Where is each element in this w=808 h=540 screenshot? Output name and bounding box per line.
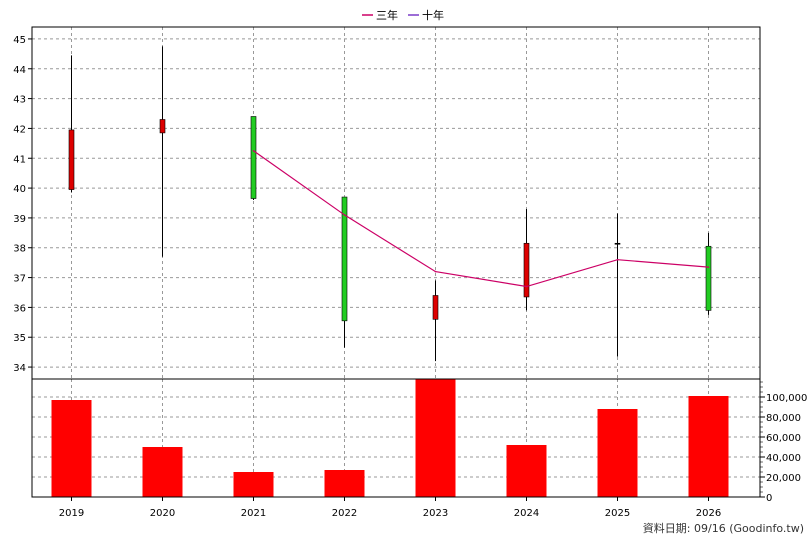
price-y-tick-label: 44 — [13, 65, 26, 76]
candle-body-2026 — [705, 245, 712, 311]
volume-y-tick-label: 80,000 — [766, 413, 801, 424]
price-grid — [32, 27, 760, 379]
volume-bar-2024 — [506, 445, 547, 497]
volume-bar-2020 — [142, 447, 183, 497]
series-point-2022 — [343, 214, 346, 216]
price-y-tick-label: 45 — [13, 35, 26, 46]
candle-body-2021 — [250, 116, 257, 199]
series-point-2026 — [707, 266, 710, 268]
data-date-footer: 資料日期: 09/16 (Goodinfo.tw) — [643, 521, 804, 535]
volume-bar-2022 — [324, 470, 365, 497]
x-tick-label: 2026 — [696, 508, 721, 519]
x-tick-label: 2022 — [332, 508, 357, 519]
x-tick-label: 2020 — [150, 508, 175, 519]
volume-y-tick-label: 40,000 — [766, 453, 801, 464]
candle-body-2025 — [614, 242, 621, 245]
price-y-tick-label: 34 — [13, 363, 26, 374]
volume-bars — [51, 379, 729, 497]
x-tick-label: 2025 — [605, 508, 630, 519]
candle-body-2022 — [341, 196, 348, 322]
volume-bar-2021 — [233, 472, 274, 497]
candle-body-2020 — [159, 119, 166, 134]
series-point-2023 — [434, 270, 437, 273]
volume-y-axis: 0 20,000 40,000 60,000 80,000 100,000 — [760, 381, 807, 504]
volume-bar-2026 — [688, 396, 729, 497]
series-point-2024 — [525, 285, 528, 288]
price-panel: 34 35 36 37 38 39 40 41 42 43 44 45 — [13, 26, 761, 380]
series-line-three-year — [253, 150, 709, 288]
price-y-tick-label: 43 — [13, 95, 26, 106]
price-y-tick-label: 41 — [13, 154, 26, 165]
price-candles — [68, 46, 712, 362]
x-tick-label: 2021 — [241, 508, 266, 519]
price-y-tick-label: 37 — [13, 274, 26, 285]
x-tick-label: 2023 — [423, 508, 448, 519]
volume-grid — [32, 379, 760, 497]
x-tick-label: 2019 — [59, 508, 84, 519]
series-point-2021 — [252, 149, 255, 152]
volume-bar-2025 — [597, 409, 638, 497]
legend-ten-year-label: 十年 — [422, 8, 444, 22]
volume-y-tick-label: 100,000 — [766, 393, 807, 404]
price-panel-frame — [31, 26, 761, 380]
price-y-tick-label: 40 — [13, 184, 26, 195]
legend-three-year-label: 三年 — [376, 8, 398, 22]
volume-panel-frame — [31, 378, 761, 498]
price-y-tick-label: 38 — [13, 244, 26, 255]
volume-y-tick-label: 60,000 — [766, 433, 801, 444]
price-y-axis: 34 35 36 37 38 39 40 41 42 43 44 45 — [13, 35, 32, 374]
series-point-2025 — [616, 258, 619, 261]
price-y-tick-label: 42 — [13, 124, 26, 135]
candle-body-2023 — [432, 295, 439, 320]
legend: 三年 十年 — [362, 8, 444, 22]
x-axis: 2019 2020 2021 2022 2023 2024 2025 2026 — [59, 497, 721, 519]
volume-y-tick-label: 0 — [766, 493, 772, 504]
volume-bar-2019 — [51, 400, 92, 497]
volume-y-tick-label: 20,000 — [766, 473, 801, 484]
price-y-tick-label: 35 — [13, 333, 26, 344]
price-y-tick-label: 36 — [13, 303, 26, 314]
candle-body-2024 — [523, 242, 530, 298]
volume-panel: 0 20,000 40,000 60,000 80,000 100,000 — [31, 378, 807, 504]
candle-body-2019 — [68, 129, 75, 190]
price-average-lines — [252, 149, 710, 288]
volume-bar-2023 — [415, 379, 456, 497]
price-y-tick-label: 39 — [13, 214, 26, 225]
x-tick-label: 2024 — [514, 508, 539, 519]
